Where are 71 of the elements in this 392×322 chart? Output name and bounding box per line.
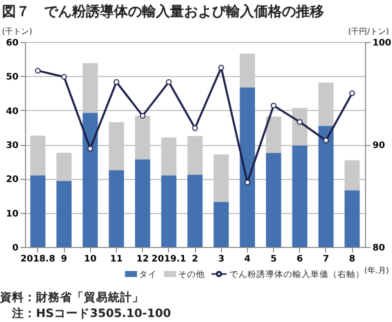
x-tick-label: 8 (349, 254, 356, 264)
bar (214, 202, 229, 247)
bar (266, 116, 282, 154)
text: 注：HSコード3505.10-100 (11, 306, 172, 320)
y-tick-label: 30 (6, 141, 18, 151)
y-tick-label: 0 (12, 244, 18, 254)
bar (82, 112, 98, 247)
x-tick-label: 2019.1 (151, 254, 186, 264)
point (270, 102, 276, 108)
bar (318, 126, 334, 247)
point (192, 125, 198, 131)
x-tick-label: 3 (218, 254, 224, 264)
x-tick-label: 9 (60, 254, 68, 264)
bar (266, 153, 282, 247)
bar (56, 152, 72, 182)
bar (240, 54, 255, 88)
point (218, 64, 224, 70)
x-tick-label: 2 (192, 254, 198, 264)
y-tick-label: 50 (6, 72, 18, 83)
point (166, 79, 172, 85)
bar (344, 190, 360, 247)
x-tick-label: 7 (322, 254, 330, 264)
y2-axis-title: (千円/トン) (348, 27, 389, 36)
point (87, 146, 94, 152)
point (140, 112, 146, 119)
bar (161, 137, 176, 176)
bar (292, 146, 308, 247)
point (34, 68, 41, 74)
x-tick-label: 4 (244, 254, 251, 264)
x-tick-label: 10 (84, 254, 96, 264)
y-axis-title: (千トン) (2, 27, 32, 36)
legend-label: タイ (139, 270, 157, 280)
y-tick-label: 60 (6, 38, 18, 48)
bar (108, 170, 124, 247)
point (349, 90, 356, 96)
y2-tick-label: 90 (372, 141, 386, 151)
legend-label: その他 (178, 269, 205, 280)
bar (187, 174, 203, 247)
point (296, 119, 303, 125)
x-axis-title: (年.月) (364, 266, 389, 275)
point (114, 79, 120, 85)
chart-title: 図７ でん粉誘導体の輸入量および輸入価格の推移 (2, 3, 324, 20)
x-tick-label: 5 (270, 254, 277, 264)
bar (135, 159, 150, 247)
point (61, 74, 67, 80)
bar (82, 63, 98, 113)
x-tick-label: 11 (110, 254, 123, 264)
bar (30, 175, 46, 247)
point (323, 138, 329, 144)
y-tick-label: 10 (6, 209, 18, 220)
legend-label: でん粉誘導体の輸入単価（右軸） (230, 269, 364, 280)
y2-tick-label: 80 (372, 244, 386, 254)
bar (292, 108, 308, 146)
y-tick-label: 40 (6, 106, 18, 117)
bar (214, 154, 229, 202)
bar (135, 116, 150, 160)
y-tick-label: 20 (6, 175, 18, 186)
bar (56, 181, 72, 247)
x-tick-label: 12 (136, 254, 149, 264)
point (244, 180, 250, 186)
bar (187, 136, 203, 175)
y2-tick-label: 100 (372, 38, 392, 48)
bar (161, 175, 176, 247)
bar (108, 122, 124, 170)
bar (344, 160, 360, 190)
x-tick-label: 2018.8 (20, 254, 56, 264)
x-tick-label: 6 (296, 254, 303, 264)
bar (318, 82, 334, 126)
bar (240, 87, 255, 247)
bar (30, 136, 46, 176)
text: 資料：財務省「貿易統計」 (0, 290, 144, 304)
